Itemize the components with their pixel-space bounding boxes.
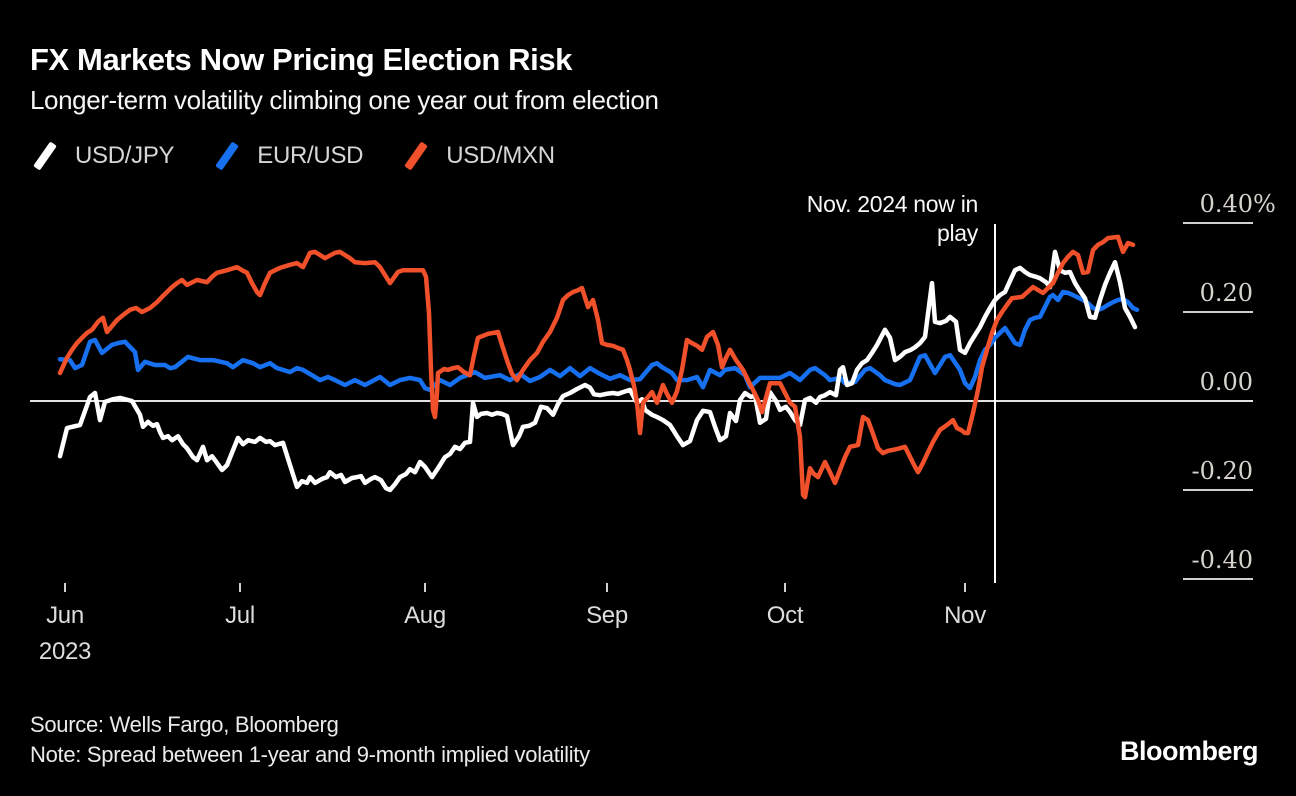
annotation-label: Nov. 2024 now in play: [806, 190, 979, 248]
note-text: Note: Spread between 1-year and 9-month …: [30, 742, 590, 767]
x-axis-label-jul: Jul: [225, 602, 255, 629]
annotation-line1: Nov. 2024 now in: [806, 191, 979, 217]
legend-label: EUR/USD: [257, 142, 364, 169]
x-axis-label-jun: Jun 2023: [5, 598, 125, 670]
annotation-line2: play: [937, 220, 978, 246]
y-axis-label: -0.40: [1191, 546, 1253, 574]
y-axis-label: 0.00: [1199, 368, 1253, 396]
legend-item-usdjpy: USD/JPY: [30, 141, 175, 171]
usdjpy-slash-icon: [33, 141, 57, 171]
y-axis-label: 0.40%: [1199, 190, 1276, 218]
chart-title: FX Markets Now Pricing Election Risk: [30, 42, 573, 77]
legend: USD/JPY EUR/USD USD/MXN: [30, 141, 555, 171]
x-axis-label-oct: Oct: [766, 602, 804, 629]
usdmxn-slash-icon: [404, 141, 429, 171]
y-axis-label: 0.20: [1199, 279, 1253, 307]
legend-item-usdmxn: USD/MXN: [401, 141, 555, 171]
legend-label: USD/MXN: [446, 142, 555, 169]
x-axis-label-aug: Aug: [404, 602, 446, 629]
x-axis-label-nov: Nov: [944, 602, 986, 629]
eurusd-slash-icon: [215, 141, 240, 171]
source-text: Source: Wells Fargo, Bloomberg: [30, 712, 339, 737]
legend-label: USD/JPY: [75, 142, 175, 169]
y-axis-label: -0.20: [1191, 457, 1253, 485]
legend-item-eurusd: EUR/USD: [212, 141, 364, 171]
bloomberg-logo: Bloomberg: [1119, 736, 1259, 766]
percent-suffix: %: [1253, 190, 1276, 218]
chart-subtitle: Longer-term volatility climbing one year…: [30, 85, 659, 115]
x-axis-label-sep: Sep: [586, 602, 628, 629]
x-axis-year: 2023: [38, 638, 92, 665]
